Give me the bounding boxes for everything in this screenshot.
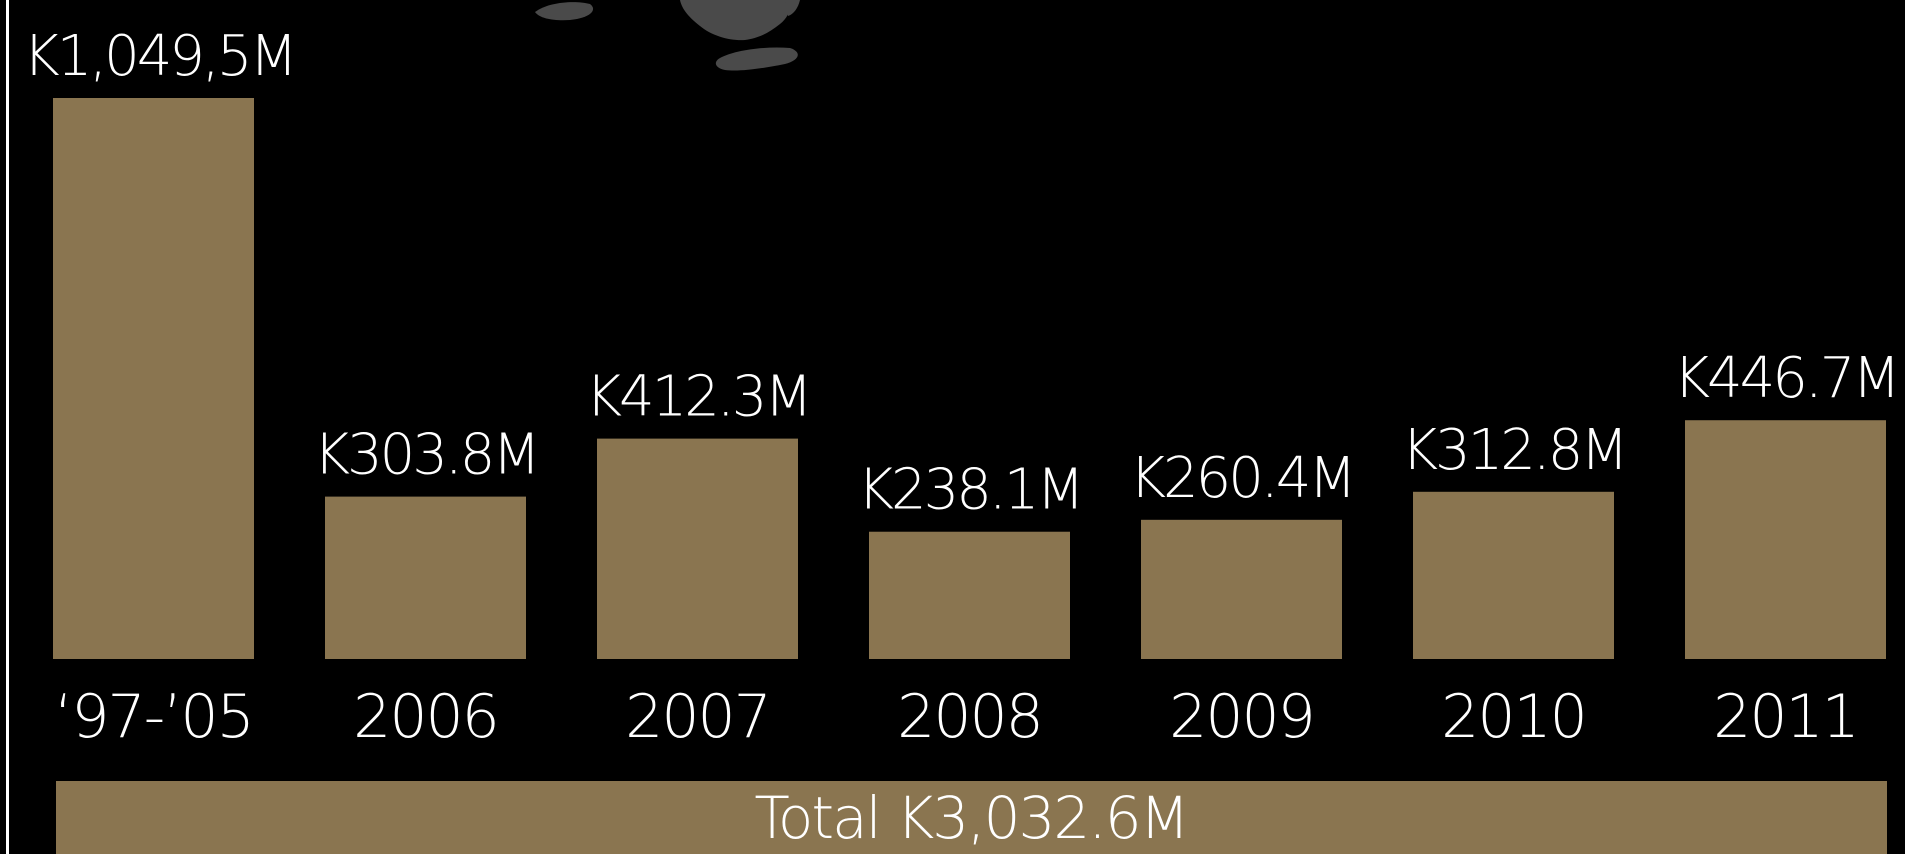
total-label: Total K3,032.6M	[754, 784, 1187, 852]
bar-5	[1141, 519, 1342, 659]
category-label-2: 2006	[353, 682, 498, 752]
category-labels-layer: ‘97-’05 2006 2007 2008 2009 2010 2011	[54, 682, 1860, 752]
value-label-2: K303.8M	[313, 423, 537, 488]
value-label-4: K238.1M	[857, 458, 1081, 523]
category-label-6: 2010	[1441, 682, 1586, 752]
bar-7	[1685, 420, 1886, 659]
bar-3	[597, 438, 798, 659]
value-label-6: K312.8M	[1401, 418, 1625, 483]
category-label-7: 2011	[1713, 682, 1858, 752]
category-label-3: 2007	[625, 682, 770, 752]
category-label-1: ‘97-’05	[54, 682, 253, 752]
value-label-5: K260.4M	[1129, 446, 1353, 511]
bar-6	[1413, 491, 1614, 659]
bars-layer	[53, 98, 1886, 659]
bar-1	[53, 98, 254, 659]
total-bar	[56, 781, 1887, 854]
map-fragment-icon	[535, 0, 800, 71]
bar-2	[325, 496, 526, 659]
value-labels-layer: K1,049,5M K303.8M K412.3M K238.1M K260.4M K31…	[23, 24, 1901, 523]
category-label-4: 2008	[897, 682, 1042, 752]
bar-4	[869, 531, 1070, 659]
category-label-5: 2009	[1169, 682, 1314, 752]
left-border-line	[6, 0, 9, 854]
value-label-7: K446.7M	[1673, 346, 1897, 411]
value-label-1: K1,049,5M	[23, 24, 295, 89]
value-label-3: K412.3M	[585, 365, 809, 430]
